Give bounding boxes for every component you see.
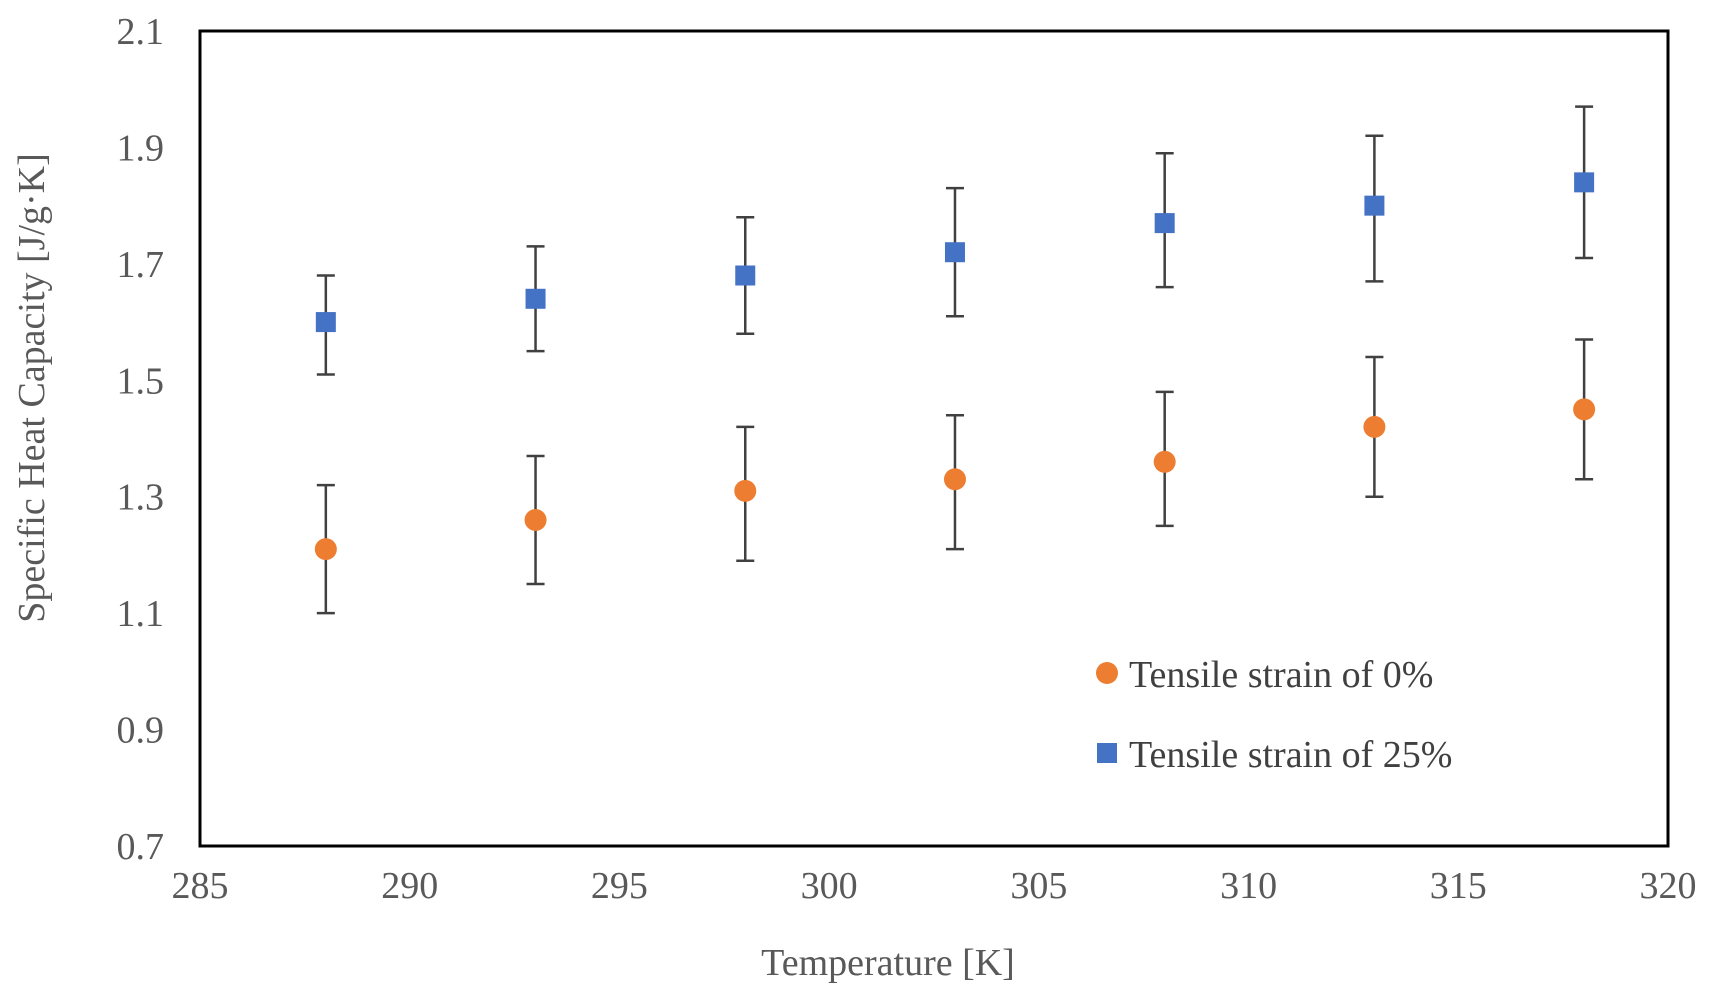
legend-marker-square xyxy=(1097,743,1117,763)
legend-marker-circle xyxy=(1096,662,1118,684)
y-tick-label: 1.9 xyxy=(117,127,165,169)
plot-frame xyxy=(198,29,1670,848)
data-point-strain-0 xyxy=(1573,398,1596,421)
data-point-strain-25 xyxy=(1154,213,1175,234)
data-point-strain-0 xyxy=(1153,450,1176,473)
y-tick-label: 1.5 xyxy=(117,360,165,402)
data-point-strain-25 xyxy=(525,288,546,309)
x-axis-ticks: 285 290 295 300 305 310 315 320 xyxy=(172,865,1697,907)
y-tick-label: 2.1 xyxy=(117,11,165,53)
legend-label-strain-25: Tensile strain of 25% xyxy=(1129,734,1452,776)
x-tick-label: 300 xyxy=(801,865,858,907)
data-points xyxy=(314,172,1596,561)
data-point-strain-0 xyxy=(524,509,547,531)
y-tick-label: 0.9 xyxy=(117,710,165,752)
data-point-strain-25 xyxy=(1364,195,1385,216)
x-tick-label: 305 xyxy=(1010,865,1067,907)
x-tick-label: 315 xyxy=(1430,865,1487,907)
y-tick-label: 1.7 xyxy=(117,244,165,286)
data-point-strain-25 xyxy=(944,242,965,263)
y-tick-label: 0.7 xyxy=(117,826,165,868)
data-point-strain-0 xyxy=(734,479,757,502)
y-axis-title: Specific Heat Capacity [J/g·K] xyxy=(11,153,53,623)
x-tick-label: 290 xyxy=(381,865,438,907)
x-tick-label: 320 xyxy=(1640,865,1697,907)
data-point-strain-25 xyxy=(315,312,336,333)
data-point-strain-0 xyxy=(314,538,337,561)
legend: Tensile strain of 0% Tensile strain of 2… xyxy=(1096,654,1452,776)
x-axis-title: Temperature [K] xyxy=(761,942,1015,984)
x-tick-label: 295 xyxy=(591,865,648,907)
y-axis-ticks: 0.7 0.9 1.1 1.3 1.5 1.7 1.9 2.1 xyxy=(117,11,165,868)
y-tick-label: 1.3 xyxy=(117,477,165,519)
data-point-strain-25 xyxy=(735,265,756,286)
legend-label-strain-0: Tensile strain of 0% xyxy=(1129,654,1433,696)
x-tick-label: 285 xyxy=(172,865,229,907)
data-point-strain-0 xyxy=(943,468,966,491)
error-bars xyxy=(316,105,1594,615)
data-point-strain-25 xyxy=(1574,172,1595,193)
y-tick-label: 1.1 xyxy=(117,593,165,635)
data-point-strain-0 xyxy=(1363,415,1386,438)
x-tick-label: 310 xyxy=(1220,865,1277,907)
